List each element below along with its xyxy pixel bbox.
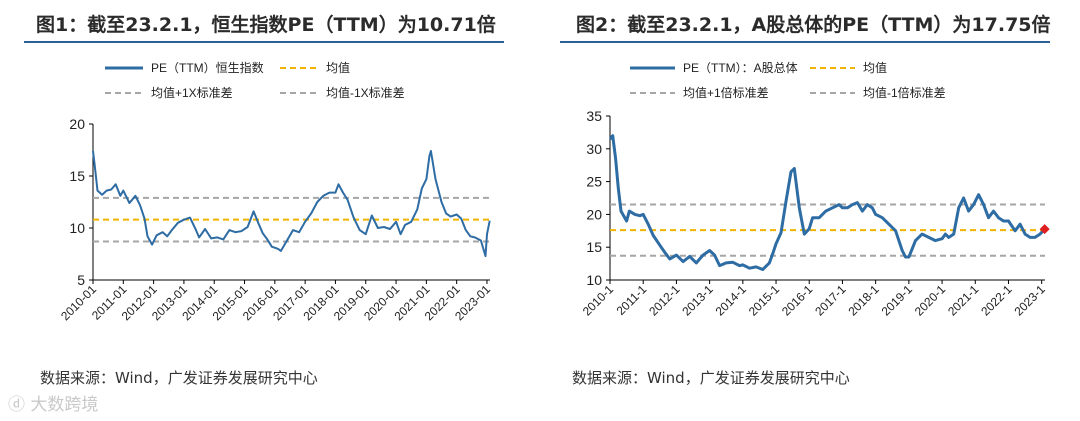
chart2-legend-label-3: 均值-1倍标准差: [863, 85, 946, 100]
chart2-ytick-label: 20: [586, 206, 602, 222]
watermark: ⓓ 大数跨境: [8, 390, 98, 415]
chart1-legend-label-2: 均值+1X标准差: [151, 85, 233, 100]
watermark-text: 大数跨境: [30, 395, 99, 415]
chart2-legend-label-0: PE（TTM）：A股总体: [683, 61, 798, 75]
chart2-ytick-label: 25: [586, 174, 602, 190]
chart1-title: 图1：截至23.2.1，恒生指数PE（TTM）为10.71倍: [36, 14, 496, 36]
chart2-xtick-label: 2017-1: [812, 282, 849, 319]
chart2-series-line-0: [608, 134, 1046, 271]
chart2-xtick-label: 2022-1: [978, 282, 1015, 319]
chart2-xtick-label: 2016-1: [779, 282, 816, 319]
chart2-ytick-label: 30: [586, 141, 602, 157]
chart1-ytick-label: 10: [69, 220, 85, 236]
chart2-ytick-label: 15: [586, 239, 602, 255]
chart2-xtick-label: 2019-1: [879, 282, 916, 319]
chart2-legend-label-1: 均值: [863, 60, 887, 75]
chart1-legend-label-0: PE（TTM）恒生指数: [151, 60, 264, 75]
chart2-ytick-label: 10: [586, 272, 602, 288]
chart1-ytick-label: 20: [69, 116, 85, 132]
chart2-xtick-label: 2018-1: [845, 282, 882, 319]
chart2-ytick-label: 35: [586, 108, 602, 124]
chart2-legend-label-2: 均值+1倍标准差: [683, 85, 769, 100]
chart2-xtick-label: 2020-1: [912, 282, 949, 319]
chart1-series-line-0: [92, 150, 491, 258]
chart1-ytick-label: 5: [77, 272, 85, 288]
chart2-latest-marker: [1039, 224, 1050, 235]
chart1-ytick-label: 15: [69, 168, 85, 184]
chart2-xtick-label: 2014-1: [713, 282, 750, 319]
watermark-icon: ⓓ: [8, 395, 31, 415]
chart2-xtick-label: 2012-1: [646, 282, 683, 319]
chart2-xtick-label: 2015-1: [746, 282, 783, 319]
chart1-title-rule: [24, 41, 504, 43]
chart1-source-note: 数据来源：Wind，广发证券发展研究中心: [40, 369, 318, 387]
chart2-xtick-label: 2023-1: [1011, 282, 1048, 319]
chart1-legend-label-3: 均值-1X标准差: [326, 85, 405, 100]
chart2-xtick-label: 2021-1: [945, 282, 982, 319]
chart2-xtick-label: 2013-1: [679, 282, 716, 319]
chart2-title-rule: [560, 41, 1050, 43]
chart2-xtick-label: 2011-1: [614, 282, 650, 318]
chart2-source-note: 数据来源：Wind，广发证券发展研究中心: [572, 369, 850, 387]
chart1-legend-label-1: 均值: [326, 60, 350, 75]
chart2-title: 图2：截至23.2.1，A股总体的PE（TTM）为17.75倍: [576, 14, 1051, 36]
